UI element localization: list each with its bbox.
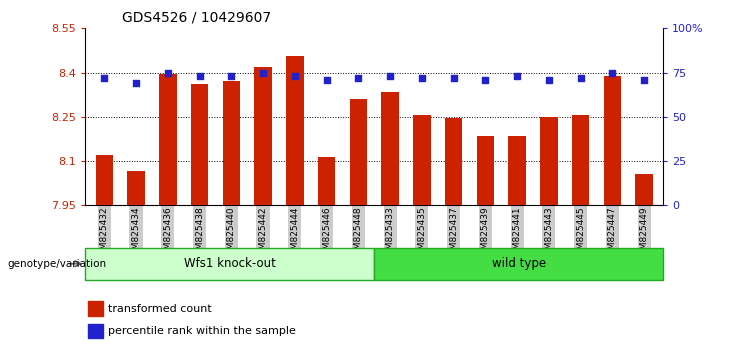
Point [289,73,301,79]
Bar [254,67,272,205]
Bar [88,301,102,316]
Bar [88,324,102,338]
Point [606,70,618,75]
Bar [636,175,653,205]
Text: transformed count: transformed count [108,304,212,314]
Point [638,77,650,82]
Text: Wfs1 knock-out: Wfs1 knock-out [184,257,276,270]
Bar [191,84,208,205]
Point [353,75,365,81]
Bar [96,155,113,205]
Point [543,77,555,82]
Bar [159,74,176,205]
Point [448,75,459,81]
Point [479,77,491,82]
Point [162,70,173,75]
Point [99,75,110,81]
Bar [572,115,589,205]
Point [130,80,142,86]
Bar [445,118,462,205]
Bar [382,92,399,205]
Bar [222,81,240,205]
Text: GDS4526 / 10429607: GDS4526 / 10429607 [122,11,271,25]
Bar [540,117,557,205]
Text: percentile rank within the sample: percentile rank within the sample [108,326,296,336]
Bar [604,75,621,205]
Text: genotype/variation: genotype/variation [7,259,107,269]
Bar [374,248,663,280]
Bar [286,56,304,205]
Bar [318,157,335,205]
Bar [476,136,494,205]
Bar [85,248,374,280]
Point [511,73,523,79]
Bar [413,115,431,205]
Point [321,77,333,82]
Point [416,75,428,81]
Point [575,75,587,81]
Point [193,73,205,79]
Text: wild type: wild type [491,257,546,270]
Bar [127,171,144,205]
Bar [350,99,367,205]
Point [225,73,237,79]
Point [384,73,396,79]
Point [257,70,269,75]
Bar [508,136,526,205]
